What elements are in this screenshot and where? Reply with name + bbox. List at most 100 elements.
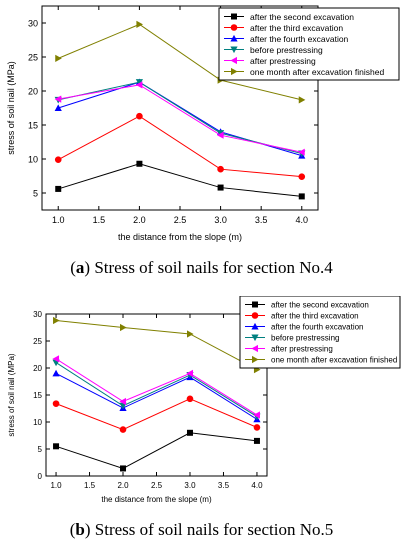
chart-b-series-5-point-1 [120, 323, 127, 332]
chart-b-ytick-label-1: 5 [38, 445, 43, 454]
chart-b-series-1-point-2 [186, 395, 194, 403]
chart-a-series-1-point-0 [54, 156, 62, 163]
chart-a-legend-marker-0 [231, 13, 237, 20]
chart-b-series-5-point-0 [53, 316, 60, 325]
chart-b-legend-marker-0 [252, 301, 258, 308]
chart-a-x-axis-label: the distance from the slope (m) [118, 232, 242, 242]
chart-panel-b: 1.0 1.5 2.0 2.5 3.0 3.5 4.0 0 5 10 15 20 25 30 the dis… [0, 296, 403, 511]
chart-b-xtick-label-0: 1.0 [50, 481, 62, 490]
chart-a-xtick-label-4: 3.0 [214, 215, 227, 225]
chart-b-series-3 [52, 359, 261, 421]
chart-a-legend-label-3: before prestressing [250, 45, 323, 55]
chart-a-series-1-point-3 [298, 173, 306, 180]
chart-a-legend-label-4: after prestressing [250, 56, 316, 66]
caption-b-letter: b [75, 520, 85, 539]
chart-b-series-1-point-0 [52, 400, 60, 407]
chart-a-legend-marker-1 [230, 24, 238, 31]
chart-b-legend-marker-1 [251, 312, 259, 319]
chart-a-series-4-point-3 [298, 148, 305, 156]
chart-a-series-5-point-1 [136, 20, 144, 28]
chart-a-series-0-point-1 [136, 160, 143, 167]
chart-b-legend-label-4: after prestressing [271, 345, 333, 354]
chart-a-legend-label-0: after the second excavation [250, 12, 354, 22]
chart-b-series-2-point-0 [52, 369, 60, 377]
chart-a-series-1-point-1 [136, 112, 143, 120]
chart-b-series-4-line [55, 358, 258, 416]
chart-a-ytick-label-4: 25 [28, 53, 38, 63]
chart-b-ytick-label-3: 15 [33, 391, 42, 400]
chart-a-y-axis-label: stress of soil nail (MPa) [6, 61, 16, 155]
chart-a-series-4-point-1 [135, 81, 143, 89]
chart-a-xtick-label-5: 3.5 [255, 215, 268, 225]
chart-b-legend-marker-4 [251, 344, 258, 353]
chart-a-series-0 [55, 160, 305, 200]
chart-b-legend-label-0: after the second excavation [271, 301, 369, 310]
chart-a-series-4-point-0 [54, 95, 62, 103]
chart-a-series-3-point-1 [135, 79, 144, 86]
chart-a-legend-marker-4 [230, 56, 237, 65]
chart-a-ytick-label-5: 30 [28, 19, 38, 29]
chart-a-legend-marker-5 [231, 67, 238, 76]
chart-b-ytick-label-6: 30 [33, 310, 42, 319]
chart-b-legend-box [239, 296, 401, 369]
chart-b-series-1 [52, 395, 261, 433]
chart-a-series-2-point-0 [54, 104, 62, 111]
chart-a-ytick-label-2: 15 [28, 121, 38, 131]
chart-b-xtick-label-3: 2.5 [151, 481, 163, 490]
chart-a-series-5-point-3 [298, 96, 306, 104]
chart-a-legend-marker-2 [230, 34, 238, 42]
chart-b-ytick-label-2: 10 [33, 418, 42, 427]
chart-a-series-4-line [58, 84, 302, 153]
chart-a-ytick-label-1: 10 [28, 155, 38, 165]
chart-a-legend-label-1: after the third excavation [250, 23, 343, 33]
chart-b-ytick-label-4: 20 [33, 364, 42, 373]
chart-b-series-1-point-1 [119, 426, 127, 433]
chart-b-series-5 [53, 316, 261, 374]
chart-a-xtick-label-0: 1.0 [52, 215, 65, 225]
chart-b-legend: after the second excavation after the thi… [239, 296, 401, 369]
chart-b-legend-marker-3 [251, 334, 259, 342]
stress-chart-section-4: 1.0 1.5 2.0 2.5 3.0 3.5 4.0 5 10 15 20 25 30 the dist… [6, 5, 400, 242]
chart-b-series-5-point-2 [186, 330, 194, 338]
chart-b-legend-marker-2 [251, 322, 259, 330]
chart-b-series-0 [53, 429, 260, 472]
chart-a-series-0-line [58, 163, 302, 197]
chart-b-series-4 [52, 355, 260, 419]
chart-b-xtick-label-5: 3.5 [218, 481, 230, 490]
chart-b-legend-label-1: after the third excavation [271, 312, 359, 321]
chart-b-legend-label-5: one month after excavation finished [271, 356, 397, 365]
stress-chart-section-5: 1.0 1.5 2.0 2.5 3.0 3.5 4.0 0 5 10 15 20 25 30 the dis… [7, 296, 401, 504]
chart-b-series-3-point-1 [119, 402, 127, 410]
chart-b-xtick-label-1: 1.5 [84, 481, 96, 490]
chart-a-xtick-label-6: 4.0 [296, 215, 309, 225]
chart-b-legend-label-2: after the fourth excavation [271, 323, 364, 332]
chart-b-series-0-point-2 [186, 429, 193, 436]
chart-b-legend-marker-5 [252, 355, 259, 364]
chart-b-series-1-line [55, 398, 258, 431]
chart-a-series-0-point-3 [298, 193, 305, 200]
chart-a-legend-box [218, 7, 400, 81]
chart-b-series-5-line [55, 319, 258, 371]
chart-b-xtick-label-6: 4.0 [251, 481, 263, 490]
chart-a-series-1-point-2 [217, 165, 224, 173]
chart-a-legend-label-5: one month after excavation finished [250, 67, 384, 77]
caption-a-letter: a [75, 258, 85, 277]
chart-a-xtick-label-2: 2.0 [133, 215, 146, 225]
chart-b-y-axis-label: stress of soil nail (MPa) [7, 353, 16, 436]
caption-b: (b) Stress of soil nails for section No.… [69, 520, 334, 539]
chart-a-legend-label-2: after the fourth excavation [250, 34, 349, 44]
chart-b-series-1-point-3 [253, 424, 261, 431]
chart-b-series-4-point-1 [119, 397, 127, 406]
chart-b-series-4-point-0 [52, 355, 60, 363]
chart-a-series-5-point-0 [55, 54, 62, 62]
chart-b-series-3-line [55, 362, 258, 418]
chart-panel-a: 1.0 1.5 2.0 2.5 3.0 3.5 4.0 5 10 15 20 25 30 the dist… [0, 0, 403, 250]
chart-b-series-0-line [55, 432, 258, 469]
chart-b-series-0-point-0 [53, 443, 60, 450]
chart-a-ytick-label-3: 20 [28, 87, 38, 97]
chart-b-ytick-label-5: 25 [33, 337, 42, 346]
chart-a-series-5-line [58, 23, 302, 101]
chart-b-ytick-label-0: 0 [38, 472, 43, 481]
chart-a-series-2 [54, 78, 306, 159]
